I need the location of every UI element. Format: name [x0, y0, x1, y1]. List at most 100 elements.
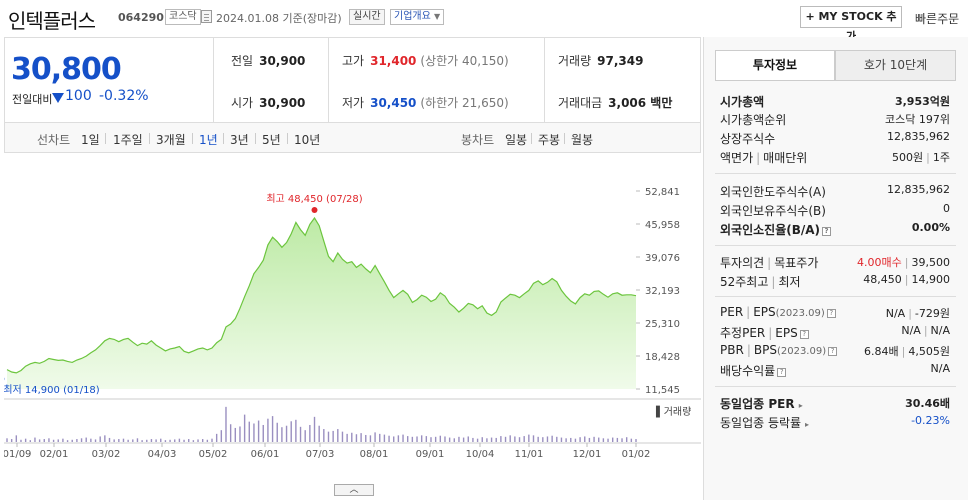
volume-bar	[155, 439, 157, 442]
row-sector-per[interactable]: 동일업종 PER ▸ 30.46배	[720, 397, 950, 411]
base-date: 2024.01.08 기준(장마감)	[216, 12, 342, 25]
volume-bar	[197, 439, 199, 442]
x-tick-label: 08/01	[360, 449, 389, 460]
stat-high: 고가 31,400 (상한가 40,150)	[342, 54, 509, 68]
company-overview-label: 기업개요	[394, 11, 431, 22]
x-tick-label: 07/03	[306, 449, 335, 460]
volume-bar	[248, 421, 250, 442]
y-tick-label: 11,545	[645, 385, 680, 396]
volume-bar	[150, 439, 153, 442]
volume-bar	[635, 439, 637, 442]
volume-bar	[495, 437, 497, 442]
y-tick-label: 52,841	[645, 187, 680, 198]
volume-bar	[164, 440, 167, 442]
candle-weekly[interactable]: 주봉	[538, 133, 561, 147]
row-opinion: 투자의견 | 목표주가 4.00매수 | 39,500	[720, 256, 950, 270]
row-dividend: 배당수익률? N/A	[720, 362, 950, 378]
volume-bar	[29, 440, 31, 442]
help-icon[interactable]: ?	[828, 347, 838, 356]
help-icon[interactable]: ?	[826, 309, 836, 318]
volume-bar	[234, 427, 237, 442]
volume-bar	[523, 436, 525, 442]
volume-bar	[546, 436, 549, 442]
line-chart-label: 선차트	[37, 133, 71, 147]
tab-quote-10[interactable]: 호가 10단계	[835, 50, 956, 81]
price-area	[7, 218, 636, 389]
period-1d[interactable]: 1일	[81, 133, 100, 147]
y-tick-label: 39,076	[645, 253, 680, 264]
volume-bar	[285, 425, 288, 442]
volume-bar	[141, 440, 143, 442]
row-sector-rate[interactable]: 동일업종 등락률 ▸ -0.23%	[720, 414, 950, 430]
volume-bar	[295, 419, 297, 442]
volume-bar	[132, 439, 134, 442]
volume-bar	[108, 437, 111, 442]
period-5y[interactable]: 5년	[262, 133, 281, 147]
volume-bar	[122, 438, 125, 442]
help-icon[interactable]: ?	[799, 330, 809, 339]
volume-bar	[434, 436, 437, 442]
x-tick-label: 01/02	[622, 449, 651, 460]
volume-bar	[160, 438, 162, 442]
high-label: 최고 48,450 (07/28)	[266, 193, 362, 205]
x-tick-label: 01/09	[4, 449, 31, 460]
expand-chart-handle[interactable]: ︿	[334, 484, 374, 496]
volume-bar	[500, 436, 502, 442]
realtime-button[interactable]: 실시간	[349, 9, 385, 25]
tab-invest-info[interactable]: 투자정보	[715, 50, 835, 81]
price-chart[interactable]: 52,841 45,958 39,076 32,193 25,310 18,428 11,5…	[4, 153, 701, 486]
period-3y[interactable]: 3년	[230, 133, 249, 147]
volume-bar	[20, 439, 22, 442]
change-value: 100	[65, 88, 92, 104]
period-1y[interactable]: 1년	[199, 133, 218, 147]
volume-bar	[309, 424, 311, 442]
volume-bar	[584, 436, 586, 442]
x-tick-label: 11/01	[515, 449, 544, 460]
volume-bar	[425, 436, 428, 442]
volume-bar	[365, 434, 367, 442]
volume-bar	[192, 440, 195, 442]
volume-bar	[430, 437, 432, 442]
volume-bar	[397, 435, 400, 442]
volume-bar	[621, 438, 623, 442]
company-overview-dropdown[interactable]: 기업개요 ▼	[390, 9, 445, 25]
volume-bar	[509, 435, 511, 442]
price-line	[6, 216, 637, 374]
volume-bar	[588, 437, 591, 442]
y-tick-label: 45,958	[645, 220, 680, 231]
note-icon[interactable]	[201, 10, 212, 23]
high-marker	[311, 207, 318, 214]
divider	[328, 38, 329, 122]
volume-bar	[271, 416, 274, 442]
volume-bar	[71, 439, 73, 442]
quick-order-link[interactable]: 빠른주문	[915, 12, 960, 26]
period-3m[interactable]: 3개월	[156, 133, 186, 147]
volume-bar	[518, 437, 521, 442]
volume-bar	[379, 433, 381, 442]
volume-bar	[472, 437, 474, 442]
period-10y[interactable]: 10년	[294, 133, 321, 147]
volume-bar	[127, 439, 129, 442]
row-market-cap-rank: 시가총액순위 코스닥 197위	[720, 113, 950, 127]
volume-bar	[318, 425, 320, 442]
help-icon[interactable]: ?	[777, 368, 787, 377]
volume-bar	[174, 439, 176, 442]
volume-bar	[76, 439, 78, 442]
stat-prev-close: 전일 30,900	[231, 54, 306, 68]
help-icon[interactable]: ?	[822, 227, 832, 236]
period-1w[interactable]: 1주일	[113, 133, 143, 147]
volume-bar	[52, 439, 55, 442]
price-panel: 30,800 전일대비 100 -0.32% 전일 30,900 시가 30,900…	[4, 37, 701, 123]
change-label: 전일대비	[12, 93, 53, 106]
volume-bar	[215, 433, 218, 442]
stat-volume: 거래량 97,349	[558, 54, 644, 68]
candle-daily[interactable]: 일봉	[505, 133, 528, 147]
x-tick-label: 06/01	[251, 449, 280, 460]
volume-bar	[290, 421, 292, 442]
volume-bar	[490, 437, 493, 442]
row-foreign-hold: 외국인보유주식수(B) 0	[720, 202, 950, 218]
candle-monthly[interactable]: 월봉	[571, 133, 594, 147]
volume-bar	[574, 438, 577, 442]
volume-bar	[462, 437, 465, 442]
add-mystock-button[interactable]: + MY STOCK 추가	[800, 6, 902, 43]
